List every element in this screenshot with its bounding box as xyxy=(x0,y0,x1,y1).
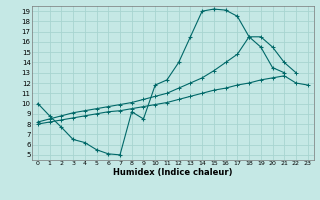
X-axis label: Humidex (Indice chaleur): Humidex (Indice chaleur) xyxy=(113,168,233,177)
